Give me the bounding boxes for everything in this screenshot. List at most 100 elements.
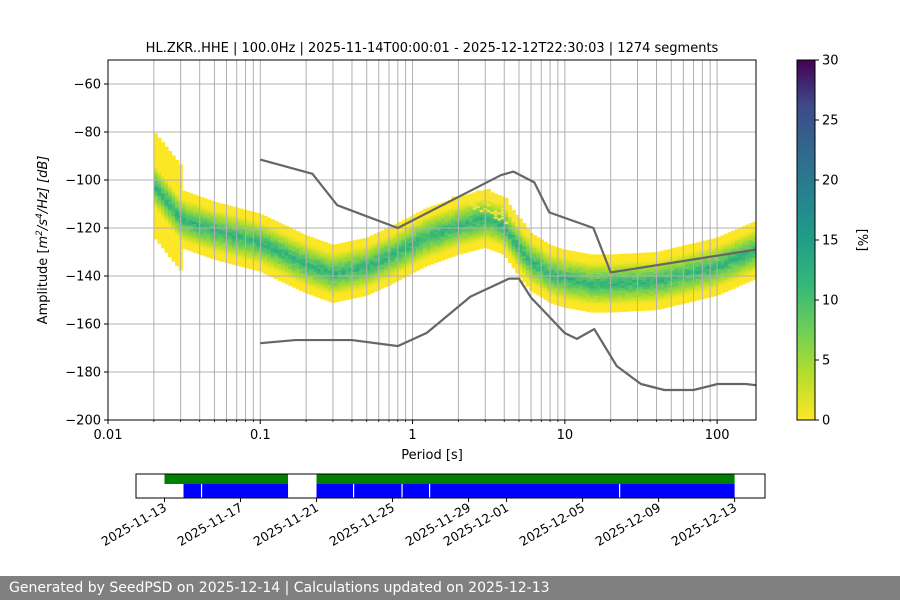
heatmap-cell xyxy=(642,259,647,263)
heatmap-cell xyxy=(451,229,456,233)
heatmap-cell xyxy=(695,292,700,296)
heatmap-cell xyxy=(497,223,502,227)
heatmap-cell xyxy=(589,263,594,267)
heatmap-cell xyxy=(320,250,325,254)
heatmap-cell xyxy=(724,262,729,266)
heatmap-cell xyxy=(242,211,247,215)
heatmap-cell xyxy=(462,231,467,235)
heatmap-cell xyxy=(405,235,410,239)
heatmap-cell xyxy=(479,229,484,232)
heatmap-cell xyxy=(401,275,406,279)
heatmap-cell xyxy=(554,253,559,257)
heatmap-cell xyxy=(387,263,392,267)
heatmap-cell xyxy=(355,253,360,257)
heatmap-cell xyxy=(384,231,389,235)
heatmap-cell xyxy=(334,246,339,250)
heatmap-cell xyxy=(185,237,190,241)
heatmap-cell xyxy=(366,287,371,291)
heatmap-cell xyxy=(582,293,587,297)
heatmap-cell xyxy=(738,244,743,248)
heatmap-cell xyxy=(175,183,180,187)
heatmap-cell xyxy=(168,230,173,234)
heatmap-cell xyxy=(585,277,591,281)
heatmap-cell xyxy=(263,259,268,263)
heatmap-cell xyxy=(160,168,166,172)
heatmap-cell xyxy=(313,281,318,285)
heatmap-cell xyxy=(571,270,576,274)
heatmap-cell xyxy=(674,273,679,277)
heatmap-cell xyxy=(500,216,506,220)
heatmap-cell xyxy=(373,243,378,247)
heatmap-cell xyxy=(291,267,297,271)
heatmap-cell xyxy=(210,244,215,248)
heatmap-cell xyxy=(738,256,743,260)
heatmap-cell xyxy=(624,279,630,283)
heatmap-cell xyxy=(334,244,339,248)
heatmap-cell xyxy=(469,205,474,209)
heatmap-cell xyxy=(270,248,275,252)
heatmap-cell xyxy=(196,241,201,245)
heatmap-cell xyxy=(688,251,693,255)
heatmap-cell xyxy=(511,234,516,238)
heatmap-cell xyxy=(153,214,158,218)
heatmap-cell xyxy=(462,197,467,200)
heatmap-cell xyxy=(306,240,311,244)
heatmap-cell xyxy=(217,238,222,242)
heatmap-cell xyxy=(430,261,435,265)
heatmap-cell xyxy=(621,306,626,310)
heatmap-cell xyxy=(688,260,693,264)
heatmap-cell xyxy=(295,283,300,287)
heatmap-cell xyxy=(380,242,385,246)
heatmap-cell xyxy=(249,252,254,256)
heatmap-cell xyxy=(430,239,435,243)
heatmap-cell xyxy=(603,273,608,277)
heatmap-cell xyxy=(235,250,240,254)
heatmap-cell xyxy=(182,209,187,213)
heatmap-cell xyxy=(500,220,506,224)
y-axis-ticks: −60−80−100−120−140−160−180−200 xyxy=(65,78,108,429)
heatmap-cell xyxy=(164,189,169,193)
heatmap-cell xyxy=(203,241,208,245)
heatmap-cell xyxy=(603,285,608,289)
heatmap-cell xyxy=(160,204,166,208)
heatmap-cell xyxy=(642,286,647,290)
heatmap-cell xyxy=(610,278,615,282)
heatmap-cell xyxy=(656,299,661,303)
heatmap-cell xyxy=(511,231,516,235)
heatmap-cell xyxy=(309,287,314,291)
heatmap-cell xyxy=(568,255,573,259)
heatmap-cell xyxy=(277,265,282,269)
heatmap-cell xyxy=(522,229,527,233)
heatmap-cell xyxy=(214,204,219,208)
heatmap-cell xyxy=(228,253,233,257)
heatmap-cell xyxy=(235,229,240,233)
heatmap-cell xyxy=(221,259,226,263)
heatmap-cell xyxy=(306,259,311,263)
heatmap-cell xyxy=(401,239,406,243)
heatmap-cell xyxy=(313,250,318,254)
heatmap-cell xyxy=(607,302,612,306)
heatmap-cell xyxy=(182,207,187,211)
heatmap-cell xyxy=(210,248,215,252)
heatmap-cell xyxy=(185,228,190,232)
heatmap-cell xyxy=(624,277,630,281)
heatmap-cell xyxy=(164,153,169,157)
heatmap-cell xyxy=(621,256,626,260)
heatmap-cell xyxy=(564,266,569,270)
heatmap-cell xyxy=(692,247,697,251)
heatmap-cell xyxy=(486,205,491,209)
heatmap-cell xyxy=(444,210,449,214)
heatmap-cell xyxy=(589,285,594,289)
heatmap-cell xyxy=(727,258,732,262)
heatmap-cell xyxy=(585,265,591,269)
heatmap-cell xyxy=(277,239,282,243)
heatmap-cell xyxy=(674,261,679,265)
heatmap-cell xyxy=(231,213,236,217)
heatmap-cell xyxy=(242,245,247,249)
heatmap-cell xyxy=(384,279,389,283)
heatmap-cell xyxy=(309,275,314,279)
heatmap-cell xyxy=(720,242,725,246)
heatmap-cell xyxy=(341,261,346,265)
heatmap-cell xyxy=(660,260,665,264)
